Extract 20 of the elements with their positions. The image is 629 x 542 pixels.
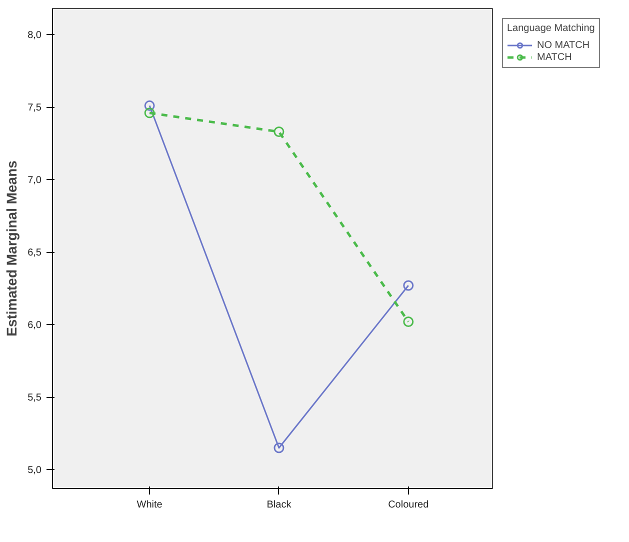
legend-title: Language Matching [507, 23, 595, 34]
point [274, 126, 284, 138]
point [403, 316, 414, 327]
y-tick-label: 7,0 [28, 175, 42, 186]
y-tick-label: 8,0 [28, 30, 42, 42]
point [403, 280, 414, 291]
legend-label: NO MATCH [537, 39, 590, 51]
point [144, 100, 155, 111]
x-tick-label: Coloured [388, 500, 429, 510]
point [144, 108, 155, 118]
y-tick-label: 7,5 [28, 102, 42, 114]
y-tick-label: 6,0 [28, 320, 42, 332]
y-tick-label: 5,0 [28, 465, 42, 476]
point [274, 442, 284, 454]
y-tick-label: 6,5 [28, 248, 42, 259]
x-tick-label: Black [266, 500, 292, 510]
y-axis-title: Estimated Marginal Means [4, 160, 20, 336]
y-tick-label: 5,5 [28, 392, 42, 404]
x-tick-label: White [136, 500, 163, 510]
legend-label: MATCH [537, 51, 572, 63]
